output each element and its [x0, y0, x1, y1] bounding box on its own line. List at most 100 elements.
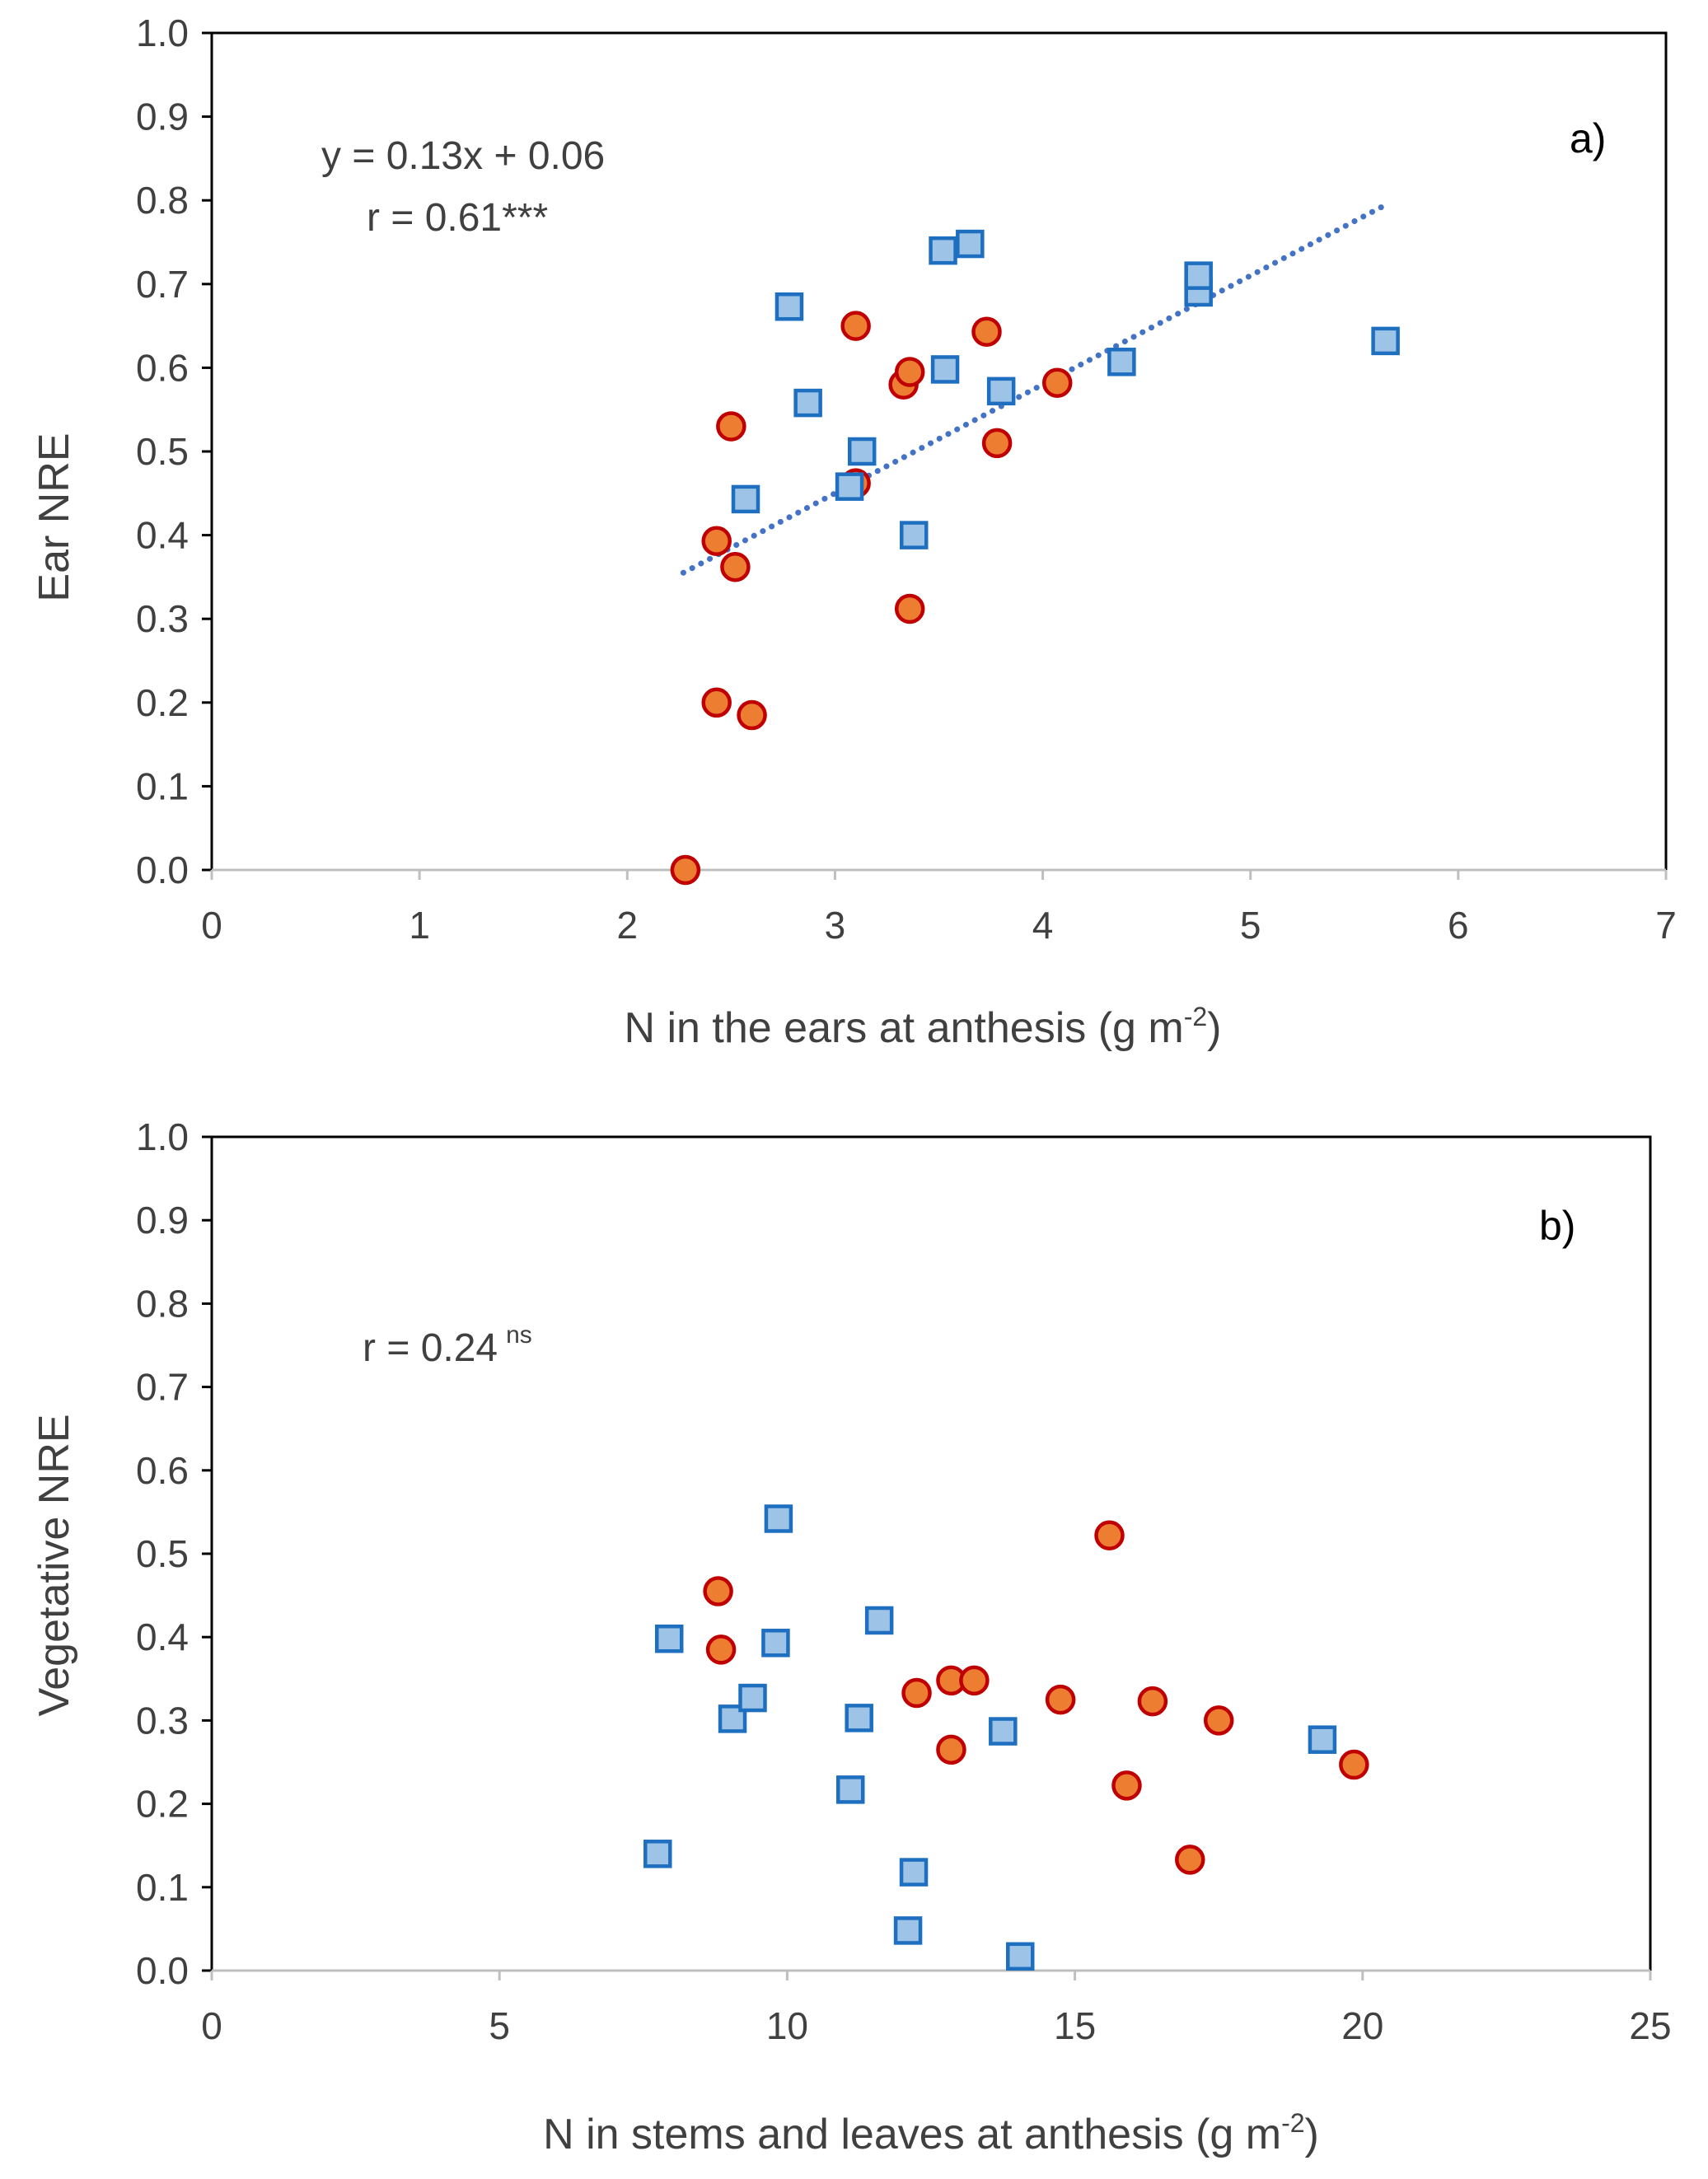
- panel-b-label: b): [1539, 1203, 1575, 1249]
- panel-b-r-superscript: ns: [506, 1321, 532, 1349]
- panel-a-x-tick-label: 5: [1240, 904, 1261, 947]
- panel-a-x-tick-label: 6: [1448, 904, 1469, 947]
- panel-a-circle-point: [894, 593, 925, 624]
- panel-a-square-point: [1184, 261, 1213, 290]
- panel-a-label: a): [1570, 115, 1606, 161]
- panel-b-square-point: [899, 1858, 929, 1887]
- panel-a-y-tick-label: 0.3: [136, 597, 189, 640]
- panel-b-y-tick-label: 0.5: [136, 1532, 189, 1575]
- panel-b-square-point: [738, 1683, 767, 1713]
- panel-a-points: [670, 229, 1400, 886]
- panel-a-square-point: [774, 292, 804, 321]
- panel-a-square-point: [731, 484, 760, 514]
- panel-a-circle-point: [971, 316, 1002, 347]
- panel-a-y-tick-label: 0.5: [136, 430, 189, 473]
- panel-b-square-point: [845, 1704, 873, 1732]
- panel-a-circle-point: [1041, 367, 1073, 398]
- panel-a-x-title-main: N in the ears at anthesis (g m: [625, 1004, 1184, 1052]
- panel-b-square-point: [1006, 1942, 1035, 1971]
- panel-a-y-tick-label: 0.2: [136, 681, 189, 724]
- panel-b-circle-point: [1094, 1520, 1125, 1550]
- panel-b-y-axis-title: Vegetative NRE: [30, 1414, 78, 1716]
- panel-a-y-tick-label: 0.4: [136, 514, 189, 557]
- panel-b-square-point: [893, 1916, 923, 1945]
- panel-b-circle-point: [1045, 1684, 1076, 1715]
- panel-b-square-point: [1308, 1725, 1337, 1754]
- panel-a-square-point: [1107, 348, 1136, 376]
- panel-b-square-point: [764, 1504, 793, 1533]
- panel-b-x-tick-label: 25: [1629, 2004, 1671, 2047]
- panel-a-square-point: [899, 521, 929, 549]
- panel-a-circle-point: [840, 311, 871, 341]
- panel-a-y-tick-label: 0.0: [136, 849, 189, 891]
- panel-a-circle-point: [894, 357, 925, 387]
- panel-a-circle-point: [670, 854, 701, 886]
- panel-a-r-value: r = 0.61***: [367, 196, 548, 240]
- panel-b-plot-frame: [210, 1135, 1652, 1972]
- panel-b-ticks: 0.0 0.1 0.2 0.3 0.4 0.5 0.6 0.7 0.8 0.9 1.0 0 5 10 15 2…: [136, 1115, 1672, 2047]
- panel-b-square-point: [718, 1704, 747, 1733]
- panel-a-x-tick-label: 7: [1655, 904, 1677, 947]
- panel-a-square-point: [1371, 326, 1400, 356]
- panel-a-x-tick-label: 3: [825, 904, 846, 947]
- panel-a-y-tick-label: 1.0: [136, 12, 189, 54]
- panel-b-circle-point: [1339, 1749, 1369, 1780]
- panel-a-x-tick-label: 1: [409, 904, 430, 947]
- panel-b-r-value: r = 0.24 ns: [363, 1321, 532, 1370]
- panel-b: 0.0 0.1 0.2 0.3 0.4 0.5 0.6 0.7 0.8 0.9 1.0 0 5 10 15 2…: [30, 1115, 1672, 2158]
- panel-b-x-tick-label: 0: [201, 2004, 222, 2047]
- panel-a-square-point: [847, 437, 877, 466]
- panel-a-y-tick-label: 0.8: [136, 179, 189, 222]
- panel-a-y-tick-label: 0.1: [136, 765, 189, 807]
- panel-a-x-axis-title: N in the ears at anthesis (g m-2): [625, 1002, 1222, 1052]
- panel-a-x-tick-label: 4: [1032, 904, 1054, 947]
- panel-b-square-point: [761, 1629, 790, 1658]
- panel-a-square-point: [930, 355, 960, 384]
- panel-b-square-point: [989, 1717, 1018, 1746]
- panel-a-circle-point: [701, 687, 732, 718]
- panel-a-plot-frame: [210, 31, 1668, 872]
- panel-b-circle-point: [1175, 1845, 1205, 1875]
- panel-b-y-tick-label: 0.2: [136, 1783, 189, 1826]
- panel-a-ticks: 0.0 0.1 0.2 0.3 0.4 0.5 0.6 0.7 0.8 0.9 1.0 0 1 2 3 4 5 6…: [136, 12, 1677, 947]
- panel-b-square-point: [835, 1775, 865, 1804]
- panel-a-square-point: [956, 229, 985, 259]
- panel-a-trendline-group: [680, 203, 1385, 576]
- panel-b-r-text: r = 0.24: [363, 1326, 498, 1370]
- panel-a-circle-point: [720, 551, 751, 582]
- panel-a-circle-point: [716, 411, 746, 442]
- panel-b-circle-point: [1137, 1686, 1168, 1717]
- panel-a-square-point: [929, 236, 957, 265]
- panel-a-y-tick-label: 0.7: [136, 263, 189, 306]
- panel-b-x-tick-label: 10: [766, 2004, 808, 2047]
- panel-b-circle-point: [703, 1576, 733, 1606]
- panel-a-y-tick-label: 0.9: [136, 96, 189, 138]
- panel-b-circle-point: [959, 1665, 990, 1696]
- panel-a: 0.0 0.1 0.2 0.3 0.4 0.5 0.6 0.7 0.8 0.9 1.0 0 1 2 3 4 5 6…: [30, 12, 1677, 1052]
- panel-b-y-tick-label: 0.6: [136, 1449, 189, 1492]
- panel-b-y-tick-label: 0.8: [136, 1282, 189, 1325]
- panel-b-y-tick-label: 0.1: [136, 1866, 189, 1909]
- panel-b-y-tick-label: 0.4: [136, 1616, 189, 1658]
- panel-b-x-tick-label: 5: [489, 2004, 510, 2047]
- panel-b-square-point: [864, 1606, 894, 1635]
- panel-b-y-tick-label: 0.0: [136, 1949, 189, 1992]
- panel-a-x-tick-label: 2: [616, 904, 638, 947]
- panel-b-x-axis-title: N in stems and leaves at anthesis (g m-2…: [543, 2108, 1319, 2158]
- panel-b-x-title-sup: -2: [1281, 2108, 1304, 2138]
- panel-a-x-tick-label: 0: [201, 904, 222, 947]
- panel-b-circle-point: [936, 1734, 966, 1765]
- panel-a-square-point: [835, 472, 864, 501]
- panel-a-x-title-sup: -2: [1184, 1002, 1207, 1031]
- panel-b-circle-point: [1203, 1705, 1234, 1736]
- panel-a-circle-point: [701, 526, 732, 556]
- panel-b-x-title-main: N in stems and leaves at anthesis (g m: [543, 2111, 1281, 2158]
- panel-b-square-point: [654, 1624, 684, 1653]
- panel-a-trendline: [680, 203, 1385, 576]
- panel-a-x-title-close: ): [1207, 1004, 1221, 1052]
- panel-b-circle-point: [1111, 1770, 1142, 1801]
- panel-b-points: [643, 1504, 1369, 1971]
- panel-a-y-tick-label: 0.6: [136, 346, 189, 389]
